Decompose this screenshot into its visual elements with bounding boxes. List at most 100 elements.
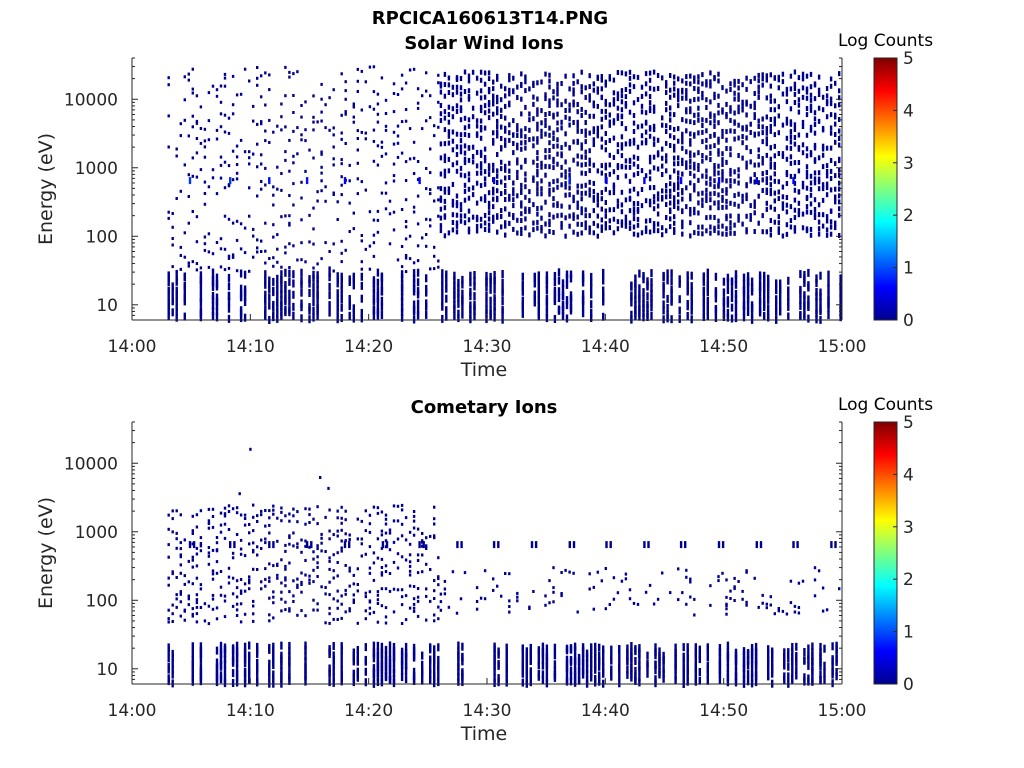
- heatmap-cell: [308, 289, 311, 297]
- heatmap-cell: [686, 664, 689, 673]
- heatmap-cell: [634, 290, 637, 299]
- heatmap-cell: [408, 234, 412, 238]
- heatmap-cell: [616, 203, 620, 209]
- heatmap-cell: [693, 78, 696, 84]
- heatmap-cell: [500, 214, 503, 219]
- heatmap-cell: [376, 163, 380, 167]
- heatmap-cell: [328, 537, 331, 541]
- heatmap-cell: [455, 89, 459, 95]
- heatmap-cell: [817, 92, 821, 97]
- heatmap-cell: [689, 577, 692, 581]
- heatmap-cell: [576, 221, 579, 227]
- heatmap-cell: [777, 179, 780, 185]
- heatmap-cell: [235, 664, 239, 673]
- heatmap-cell: [447, 186, 451, 192]
- heatmap-cell: [652, 108, 656, 114]
- heatmap-cell: [235, 238, 239, 242]
- heatmap-cell: [167, 543, 170, 547]
- heatmap-cell: [252, 548, 255, 552]
- heatmap-cell: [272, 595, 275, 599]
- heatmap-cell: [532, 227, 535, 233]
- heatmap-cell: [483, 81, 487, 87]
- heatmap-cell: [805, 89, 809, 95]
- heatmap-cell: [678, 315, 681, 323]
- heatmap-cell: [380, 296, 384, 305]
- heatmap-cell: [487, 108, 491, 114]
- heatmap-cell: [652, 123, 656, 129]
- heatmap-cell: [600, 190, 603, 196]
- heatmap-cell: [384, 128, 388, 132]
- heatmap-cell: [616, 591, 620, 595]
- heatmap-cell: [773, 116, 776, 122]
- heatmap-cell: [203, 602, 207, 606]
- heatmap-cell: [288, 512, 291, 516]
- heatmap-cell: [632, 113, 636, 118]
- heatmap-cell: [460, 541, 463, 549]
- heatmap-cell: [584, 95, 587, 100]
- heatmap-cell: [308, 303, 311, 312]
- heatmap-cell: [616, 149, 620, 155]
- heatmap-cell: [443, 205, 447, 211]
- heatmap-cell: [296, 577, 299, 581]
- heatmap-cell: [829, 101, 833, 107]
- heatmap-cell: [475, 90, 479, 96]
- heatmap-cell: [656, 221, 660, 227]
- heatmap-cell: [207, 91, 211, 95]
- heatmap-cell: [493, 667, 496, 675]
- heatmap-cell: [644, 590, 648, 594]
- heatmap-cell: [300, 133, 303, 137]
- heatmap-cell: [348, 538, 351, 541]
- heatmap-cell: [705, 193, 708, 198]
- heatmap-cell: [207, 119, 211, 123]
- heatmap-cell: [429, 192, 432, 196]
- heatmap-cell: [372, 139, 376, 143]
- heatmap-cell: [352, 593, 355, 597]
- heatmap-cell: [437, 672, 440, 681]
- heatmap-cell: [483, 176, 487, 182]
- heatmap-cell: [596, 197, 599, 203]
- heatmap-cell: [644, 91, 648, 97]
- heatmap-cell: [781, 153, 785, 159]
- heatmap-cell: [662, 665, 665, 674]
- heatmap-cell: [584, 161, 587, 167]
- heatmap-cell: [376, 537, 380, 541]
- heatmap-cell: [729, 81, 732, 87]
- heatmap-cell: [677, 155, 680, 161]
- heatmap-cell: [520, 111, 523, 117]
- heatmap-cell: [548, 132, 551, 138]
- heatmap-cell: [268, 73, 271, 77]
- heatmap-cell: [765, 602, 768, 606]
- heatmap-cell: [616, 115, 620, 121]
- heatmap-cell: [536, 80, 539, 86]
- heatmap-cell: [256, 250, 259, 254]
- heatmap-cell: [483, 227, 487, 232]
- heatmap-cell: [429, 675, 432, 684]
- heatmap-cell: [693, 210, 696, 216]
- heatmap-cell: [416, 553, 420, 557]
- heatmap-cell: [425, 217, 428, 221]
- heatmap-cell: [705, 174, 708, 180]
- heatmap-cell: [755, 177, 758, 185]
- heatmap-cell: [223, 643, 227, 652]
- heatmap-cell: [489, 285, 492, 294]
- heatmap-cell: [392, 647, 396, 656]
- heatmap-cell: [701, 158, 704, 164]
- heatmap-cell: [644, 173, 648, 179]
- heatmap-cell: [264, 139, 267, 143]
- heatmap-cell: [451, 570, 455, 574]
- heatmap-cell: [598, 643, 601, 652]
- heatmap-cell: [811, 648, 814, 657]
- heatmap-cell: [749, 149, 752, 155]
- heatmap-cell: [400, 270, 404, 279]
- heatmap-cell: [332, 651, 335, 660]
- heatmap-cell: [376, 92, 380, 96]
- heatmap-cell: [602, 276, 605, 285]
- heatmap-cell: [829, 158, 833, 163]
- heatmap-cell: [576, 128, 579, 134]
- heatmap-cell: [288, 670, 291, 679]
- y-tick-label: 1000: [75, 523, 118, 543]
- heatmap-cell: [324, 592, 327, 596]
- heatmap-cell: [400, 503, 404, 507]
- heatmap-cell: [679, 177, 683, 185]
- heatmap-cell: [288, 297, 291, 305]
